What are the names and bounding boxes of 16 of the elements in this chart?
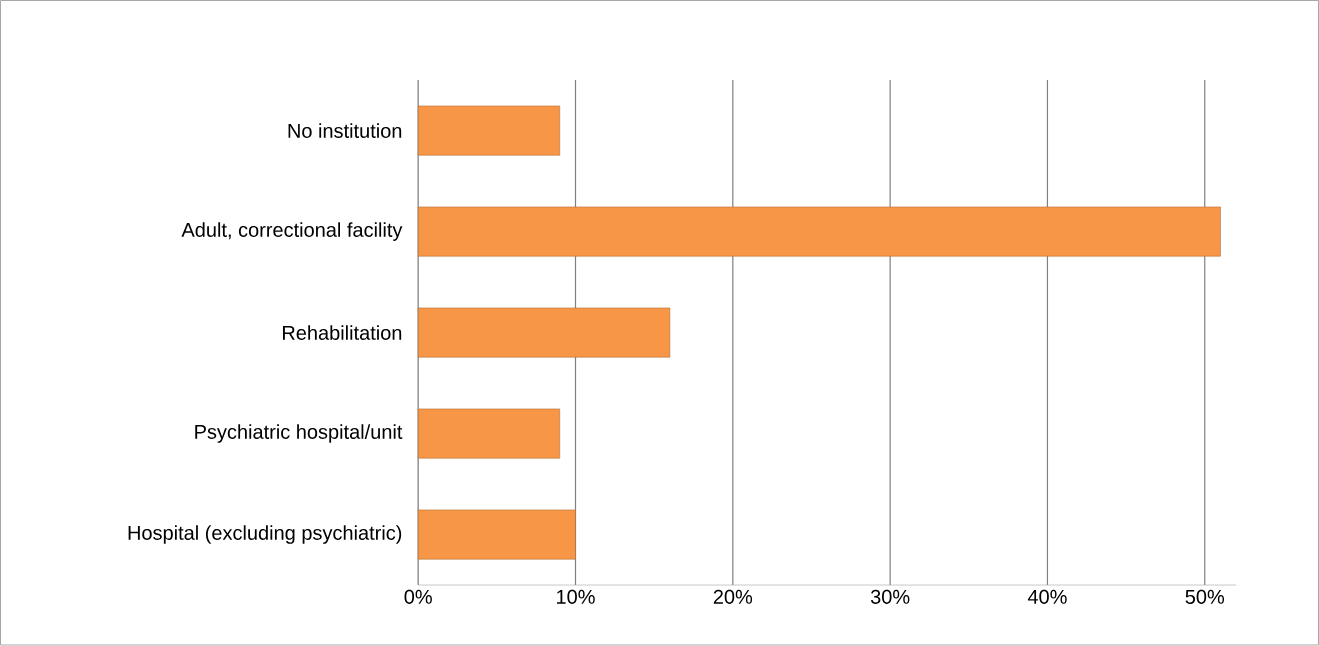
x-tick-label: 0% (404, 590, 432, 605)
x-tick-label: 40% (1027, 590, 1067, 605)
bar (417, 105, 561, 156)
y-tick-label: Hospital (excluding psychiatric) (128, 525, 402, 545)
x-tick-label: 50% (1185, 590, 1225, 605)
y-tick-label: No institution (288, 123, 402, 139)
bar (417, 206, 1221, 257)
y-tick-label: Adult, correctional facility (181, 222, 403, 242)
bar (417, 509, 576, 560)
x-tick-label: 20% (713, 590, 753, 605)
y-tick-label: Psychiatric hospital/unit (195, 424, 403, 444)
y-tick-label: Rehabilitation (283, 325, 402, 341)
bar (417, 307, 671, 358)
x-tick-label: 30% (870, 590, 910, 605)
x-tick-label: 10% (557, 590, 595, 605)
bar (417, 408, 561, 459)
